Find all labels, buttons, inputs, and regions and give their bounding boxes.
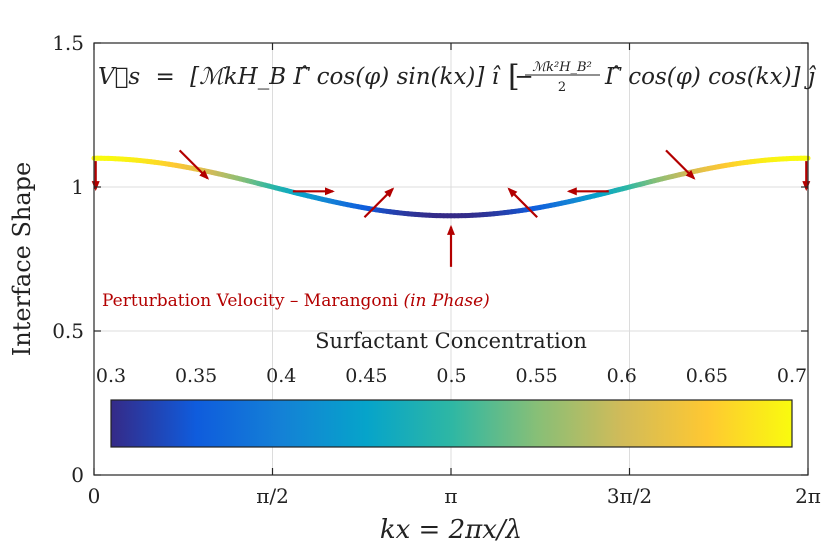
velocity-arrows (91, 149, 811, 267)
colorbar-tick-label: 0.45 (345, 365, 387, 387)
colorbar-tick-labels: 0.3 0.35 0.4 0.45 0.5 0.55 0.6 0.65 0.7 (96, 365, 807, 387)
colorbar-tick-label: 0.35 (175, 365, 217, 387)
colorbar-tick-label: 0.4 (266, 365, 296, 387)
equation-term1: [ℳkH_B Γ̂ cos(φ) sin(kx)] î (190, 64, 501, 90)
colorbar-tick-label: 0.55 (515, 365, 557, 387)
equation-open-bracket: [ (508, 59, 520, 94)
axis-ticks (93, 42, 809, 476)
velocity-arrow (178, 149, 210, 180)
velocity-arrow (363, 187, 395, 219)
velocity-label-main: Perturbation Velocity – Marangoni (102, 291, 403, 311)
x-tick-label: 2π (795, 484, 821, 508)
interface-curve (91, 155, 811, 219)
velocity-arrow (507, 187, 538, 219)
y-tick-label: 1 (71, 175, 84, 199)
equation-equals: = (156, 64, 175, 90)
y-tick-label: 0 (71, 463, 84, 487)
colorbar-tick-label: 0.7 (777, 365, 807, 387)
colorbar (110, 399, 793, 448)
y-tick-label: 0.5 (52, 319, 84, 343)
colorbar-title: Surfactant Concentration (315, 329, 587, 353)
equation-frac-num: ℳk²H_B² (532, 60, 592, 75)
colorbar-tick-label: 0.3 (96, 365, 126, 387)
equation-minus: − (514, 64, 533, 90)
velocity-label: Perturbation Velocity – Marangoni (in Ph… (102, 291, 490, 311)
colorbar-tick-label: 0.5 (436, 365, 466, 387)
colorbar-tick-label: 0.65 (686, 365, 728, 387)
y-tick-labels: 0 0.5 1 1.5 (52, 31, 84, 487)
equation-lhs: V⃗s (98, 64, 140, 90)
colorbar-tick-label: 0.6 (607, 365, 637, 387)
x-tick-label: 3π/2 (607, 484, 652, 508)
y-tick-label: 1.5 (52, 31, 84, 55)
velocity-label-italic: (in Phase) (403, 291, 489, 311)
x-tick-label: 0 (88, 484, 101, 508)
x-tick-label: π (444, 484, 457, 508)
velocity-equation: V⃗s = [ℳkH_B Γ̂ cos(φ) sin(kx)] î − ℳk²H… (98, 59, 817, 95)
svg-text:V⃗s = [ℳkH_B Γ̂ co: V⃗s = [ℳkH_B Γ̂ cos(φ) sin(kx)] î − (98, 64, 534, 90)
x-axis-label: kx = 2πx/λ (380, 515, 522, 545)
equation-term2-rest: Γ̂ cos(φ) cos(kx)] ĵ (604, 64, 817, 90)
x-tick-labels: 0 π/2 π 3π/2 2π (88, 484, 821, 508)
x-tick-label: π/2 (256, 484, 289, 508)
y-axis-label: Interface Shape (8, 162, 36, 357)
velocity-arrow (665, 149, 696, 180)
equation-frac-den: 2 (558, 80, 566, 95)
